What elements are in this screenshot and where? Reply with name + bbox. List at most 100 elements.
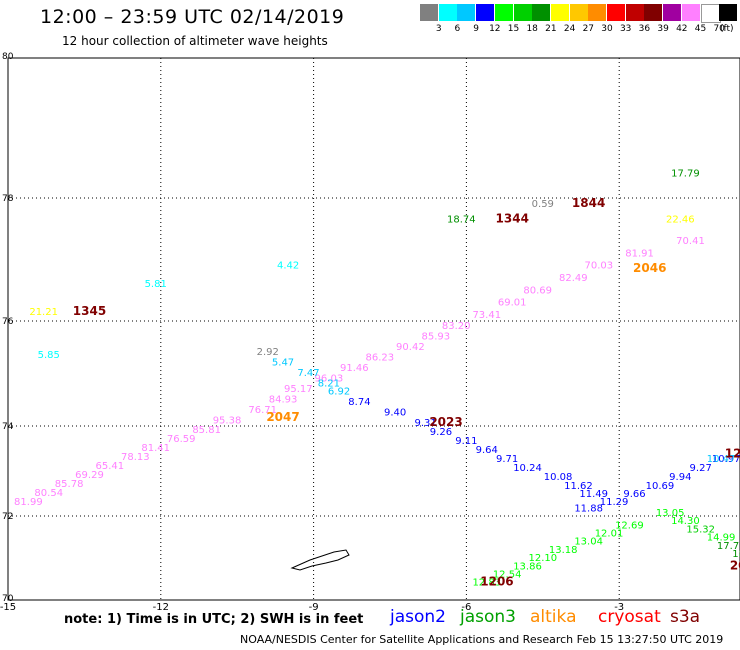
lat-tick-label: 76 <box>2 317 14 327</box>
legend-label: 36 <box>638 24 651 34</box>
wave-height-label: 8.74 <box>348 397 370 408</box>
wave-height-label: 69.29 <box>75 470 104 481</box>
wave-height-label: 1206 <box>480 575 513 589</box>
wave-height-label: 14.99 <box>707 533 736 544</box>
wave-height-label: 10.97 <box>712 454 740 465</box>
wave-height-label: 70.03 <box>585 261 614 272</box>
wave-height-label: 9.66 <box>623 489 645 500</box>
wave-height-label: 12.54 <box>493 570 522 581</box>
legend-label: 33 <box>619 24 632 34</box>
legend-label: 9 <box>473 24 479 34</box>
lon-tick-label: -3 <box>614 602 624 613</box>
legend-swatch <box>663 4 682 21</box>
wave-height-label: 84.93 <box>269 394 298 405</box>
wave-height-label: 13.18 <box>549 545 578 556</box>
legend-label: 30 <box>601 24 613 34</box>
wave-height-label: 95.38 <box>213 415 242 426</box>
wave-height-label: 2023 <box>429 415 462 429</box>
legend-label: 12 <box>489 24 501 34</box>
footer-note: note: 1) Time is in UTC; 2) SWH is in fe… <box>64 612 364 627</box>
wave-height-label: 0.59 <box>532 199 554 210</box>
wave-height-label: 1844 <box>572 196 605 210</box>
wave-height-label: 9.64 <box>476 445 498 456</box>
legend-label: 15 <box>507 24 520 34</box>
page-title: 12:00 – 23:59 UTC 02/14/2019 <box>40 6 345 28</box>
wave-height-label: 96.03 <box>315 373 344 384</box>
wave-height-label: 15.32 <box>686 524 715 535</box>
wave-height-label: 13.04 <box>574 537 603 548</box>
satellite-jason2: jason2 <box>390 607 446 627</box>
wave-height-label: 12.83 <box>472 578 501 589</box>
wave-height-label: 12.01 <box>595 529 624 540</box>
lon-tick-label: -6 <box>461 602 471 613</box>
wave-height-label: 6.92 <box>328 387 350 398</box>
legend-swatch <box>476 4 495 21</box>
wave-height-label: 85.78 <box>55 479 84 490</box>
legend-swatch <box>719 4 738 21</box>
legend-swatch <box>625 4 644 21</box>
wave-height-label: 21.21 <box>29 307 58 318</box>
wave-height-label: 17.75 <box>717 541 740 552</box>
legend-label: 45 <box>694 24 707 34</box>
wave-height-label: 9.40 <box>384 408 406 419</box>
page-subtitle: 12 hour collection of altimeter wave hei… <box>62 34 328 48</box>
wave-height-label: 81.99 <box>14 497 43 508</box>
wave-height-label: 90.42 <box>396 342 425 353</box>
legend-swatch <box>420 4 438 21</box>
legend-label: 27 <box>582 24 595 34</box>
legend-label: 21 <box>545 24 557 34</box>
legend-label: 6 <box>454 24 461 34</box>
wave-height-label: 18.74 <box>447 215 476 226</box>
wave-height-label: 9.94 <box>669 472 691 483</box>
wave-height-label: 10.69 <box>646 481 675 492</box>
wave-height-label: 81.41 <box>141 443 170 454</box>
legend-swatch <box>550 4 569 21</box>
legend-swatch <box>532 4 551 21</box>
wave-height-label: 95.17 <box>284 384 313 395</box>
wave-height-label: 85.93 <box>422 331 451 342</box>
wave-height-label: 11.29 <box>600 497 629 508</box>
lon-tick-label: -12 <box>153 602 169 613</box>
wave-height-label: 7.47 <box>297 368 319 379</box>
legend-swatch <box>494 4 513 21</box>
wave-height-label: 11.62 <box>564 481 593 492</box>
wave-height-label: 85.81 <box>192 425 221 436</box>
wave-height-label: 83.20 <box>442 321 471 332</box>
wave-height-label: 80.54 <box>34 488 63 499</box>
wave-height-label: 86.23 <box>365 352 394 363</box>
wave-height-label: 18.19 <box>732 549 740 560</box>
legend-swatch <box>588 4 607 21</box>
map-frame <box>7 57 740 601</box>
lat-tick-label: 72 <box>2 512 13 522</box>
wave-height-label: 78.13 <box>121 452 150 463</box>
wave-height-label: 1345 <box>73 304 106 318</box>
wave-height-label: 5.85 <box>38 350 60 361</box>
legend-swatch <box>438 4 457 21</box>
legend-swatch <box>681 4 700 21</box>
legend-label: 42 <box>676 24 688 34</box>
legend-swatch <box>457 4 476 21</box>
legend-unit: (ft) <box>720 24 734 34</box>
legend-swatch <box>513 4 532 21</box>
wave-height-label: 2.92 <box>257 347 279 358</box>
lat-tick-label: 74 <box>2 422 14 432</box>
wave-height-label: 80.69 <box>523 285 552 296</box>
wave-height-label: 14.30 <box>671 516 700 527</box>
legend-label: 18 <box>526 24 538 34</box>
wave-height-label: 12.10 <box>528 553 557 564</box>
wave-height-label: 65.41 <box>96 461 125 472</box>
wave-height-label: 81.91 <box>625 248 654 259</box>
wave-height-label: 8.21 <box>318 379 340 390</box>
wave-height-label: 12.69 <box>615 520 644 531</box>
wave-height-label: 4.42 <box>277 261 299 272</box>
wave-height-label: 9.71 <box>496 454 518 465</box>
satellite-jason3: jason3 <box>460 607 516 627</box>
lon-tick-label: -15 <box>0 602 16 613</box>
credit-line: NOAA/NESDIS Center for Satellite Applica… <box>240 633 724 646</box>
legend-swatch <box>569 4 588 21</box>
wave-height-label: 76.71 <box>248 405 277 416</box>
wave-height-label: 11.88 <box>574 504 603 515</box>
wave-height-label: 22.46 <box>666 215 695 226</box>
